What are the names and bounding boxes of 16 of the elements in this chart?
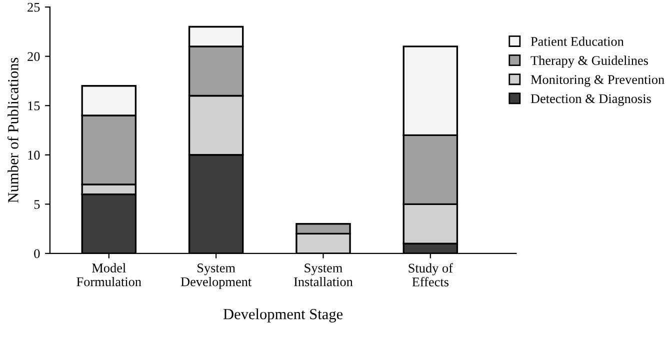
legend-label: Monitoring & Prevention: [530, 75, 664, 87]
y-axis-title: Number of Publications: [7, 58, 18, 203]
y-tick-label: 0: [34, 249, 40, 258]
legend-label: Therapy & Guidelines: [530, 56, 648, 68]
y-tick-label: 20: [28, 52, 40, 62]
y-tick-label: 10: [28, 150, 40, 160]
x-tick-label: Model Formulation: [76, 263, 142, 286]
x-tick-label: System Installation: [294, 264, 353, 286]
legend-label: Detection & Diagnosis: [530, 94, 651, 106]
y-tick-label: 25: [28, 2, 40, 12]
y-tick-label: 15: [28, 101, 40, 110]
x-axis-title: Development Stage: [223, 308, 343, 322]
y-tick-label: 5: [34, 200, 40, 209]
legend-label: Patient Education: [530, 36, 624, 46]
x-tick-label: System Development: [180, 264, 252, 289]
x-tick-label: Study of Effects: [408, 263, 453, 286]
